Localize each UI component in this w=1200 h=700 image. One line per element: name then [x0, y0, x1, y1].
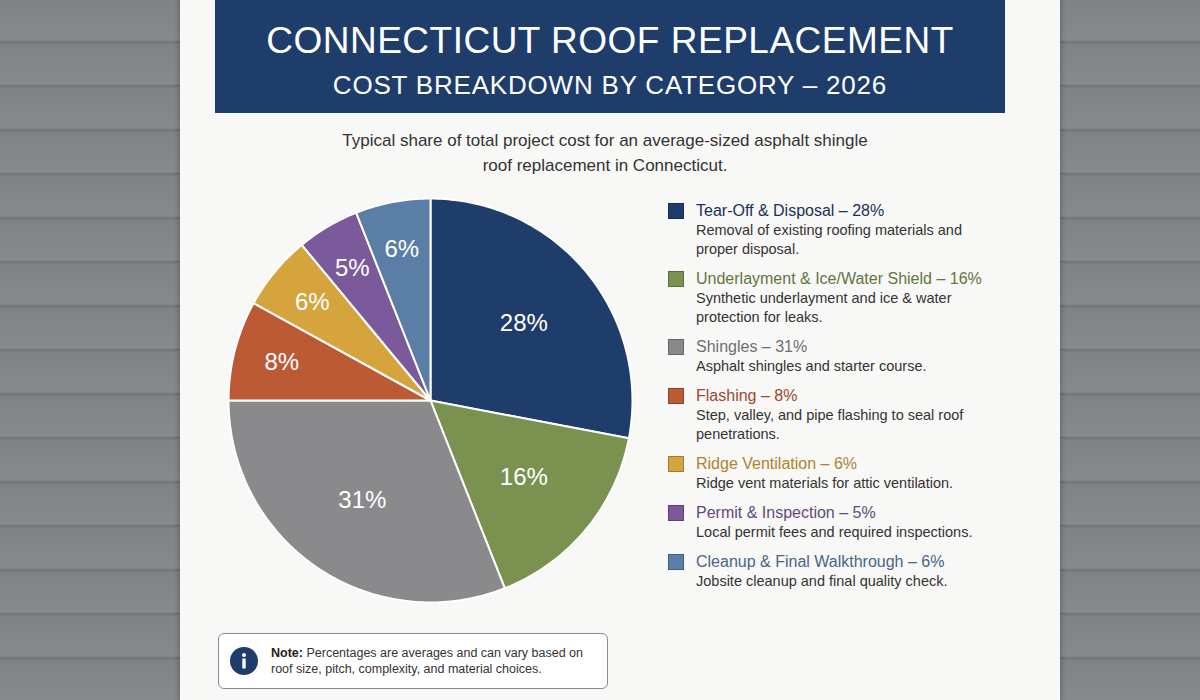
html-text:Step, valley, and pipe flashin: Step, valley, and pipe flashing to seal … — [696, 407, 964, 442]
html-text:Ridge Ventilation – 6%: Ridge Ventilation – 6% — [696, 455, 857, 472]
html-text:Ridge vent materials for attic: Ridge vent materials for attic ventilati… — [696, 475, 954, 491]
svg-text:31%: 31% — [338, 486, 386, 513]
html-text:Shingles – 31%: Shingles – 31% — [696, 338, 808, 355]
svg-text:6%: 6% — [384, 235, 419, 262]
svg-text:16%: 16% — [500, 463, 548, 490]
svg-text:8%: 8% — [264, 348, 299, 375]
html-text:Permit & Inspection – 5%: Permit & Inspection – 5% — [696, 504, 876, 521]
html-text:Local permit fees and required: Local permit fees and required inspectio… — [696, 524, 973, 540]
html-text:Synthetic underlayment and ice: Synthetic underlayment and ice & water p… — [696, 290, 952, 325]
html-text:COST BREAKDOWN BY CATEGORY – 2: COST BREAKDOWN BY CATEGORY – 2026 — [332, 70, 888, 100]
html-text:Cleanup & Final Walkthrough –: Cleanup & Final Walkthrough – 6% — [696, 553, 945, 570]
html-text:Underlayment & Ice/Water Shiel: Underlayment & Ice/Water Shield – 16% — [696, 270, 982, 287]
html-text:Note: Percentages are averages: Note: Percentages are averages and can v… — [271, 646, 583, 676]
html-text:Removal of existing roofing ma: Removal of existing roofing materials an… — [696, 222, 962, 257]
html-text:CONNECTICUT ROOF REPLACEMENT: CONNECTICUT ROOF REPLACEMENT — [266, 20, 954, 61]
html-text:Jobsite cleanup and final qual: Jobsite cleanup and final quality check. — [696, 573, 948, 589]
svg-text:5%: 5% — [335, 254, 370, 281]
svg-text:28%: 28% — [500, 309, 548, 336]
html-text:Typical share of total project: Typical share of total project cost for … — [342, 131, 868, 175]
svg-text:6%: 6% — [295, 288, 330, 315]
html-text:Asphalt shingles and starter c: Asphalt shingles and starter course. — [696, 358, 927, 374]
html-text:Flashing – 8%: Flashing – 8% — [696, 387, 798, 404]
html-text:Tear-Off & Disposal – 28%: Tear-Off & Disposal – 28% — [696, 202, 885, 219]
